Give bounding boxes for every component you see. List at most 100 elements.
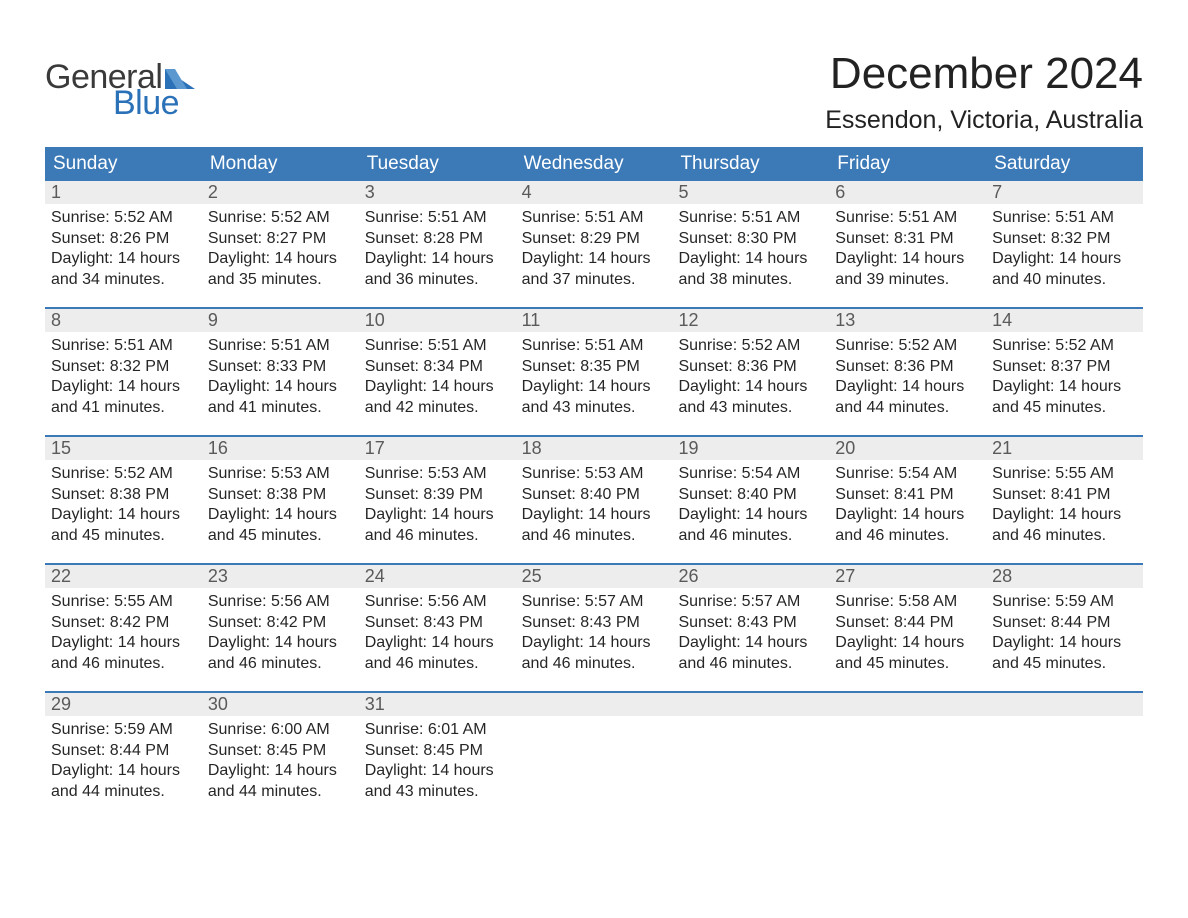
sunrise-line: Sunrise: 6:00 AM [208,720,353,740]
daylight-line-2: and 46 minutes. [992,526,1137,546]
day-body: Sunrise: 5:51 AMSunset: 8:28 PMDaylight:… [359,208,510,290]
daylight-line-2: and 45 minutes. [992,398,1137,418]
day-number: 17 [359,437,516,460]
daylight-line-1: Daylight: 14 hours [208,249,353,269]
daylight-line-2: and 39 minutes. [835,270,980,290]
daylight-line-1: Daylight: 14 hours [365,249,510,269]
day-number: 22 [45,565,202,588]
day-cell: 27Sunrise: 5:58 AMSunset: 8:44 PMDayligh… [829,565,986,691]
sunset-line: Sunset: 8:38 PM [51,485,196,505]
sunset-line: Sunset: 8:42 PM [208,613,353,633]
daylight-line-2: and 36 minutes. [365,270,510,290]
sunset-line: Sunset: 8:42 PM [51,613,196,633]
day-number: 24 [359,565,516,588]
day-cell: 14Sunrise: 5:52 AMSunset: 8:37 PMDayligh… [986,309,1143,435]
sunset-line: Sunset: 8:32 PM [992,229,1137,249]
daylight-line-1: Daylight: 14 hours [678,505,823,525]
daylight-line-2: and 44 minutes. [51,782,196,802]
sunrise-line: Sunrise: 5:56 AM [208,592,353,612]
sunset-line: Sunset: 8:29 PM [522,229,667,249]
day-of-week-cell: Friday [829,147,986,181]
daylight-line-2: and 44 minutes. [208,782,353,802]
day-cell: . [672,693,829,819]
sunrise-line: Sunrise: 5:53 AM [365,464,510,484]
day-cell: . [516,693,673,819]
day-cell: 10Sunrise: 5:51 AMSunset: 8:34 PMDayligh… [359,309,516,435]
day-number: 11 [516,309,673,332]
sunrise-line: Sunrise: 5:56 AM [365,592,510,612]
daylight-line-2: and 43 minutes. [678,398,823,418]
daylight-line-1: Daylight: 14 hours [835,377,980,397]
daylight-line-2: and 46 minutes. [835,526,980,546]
day-cell: 22Sunrise: 5:55 AMSunset: 8:42 PMDayligh… [45,565,202,691]
daylight-line-1: Daylight: 14 hours [992,505,1137,525]
day-body: Sunrise: 5:59 AMSunset: 8:44 PMDaylight:… [45,720,196,802]
daylight-line-2: and 41 minutes. [208,398,353,418]
sunrise-line: Sunrise: 5:51 AM [522,336,667,356]
day-cell: 29Sunrise: 5:59 AMSunset: 8:44 PMDayligh… [45,693,202,819]
day-number: 6 [829,181,986,204]
sunset-line: Sunset: 8:32 PM [51,357,196,377]
day-cell: 30Sunrise: 6:00 AMSunset: 8:45 PMDayligh… [202,693,359,819]
sunset-line: Sunset: 8:33 PM [208,357,353,377]
month-title: December 2024 [825,50,1143,98]
sunrise-line: Sunrise: 5:52 AM [992,336,1137,356]
sunrise-line: Sunrise: 5:53 AM [208,464,353,484]
sunrise-line: Sunrise: 6:01 AM [365,720,510,740]
sunset-line: Sunset: 8:38 PM [208,485,353,505]
day-cell: . [986,693,1143,819]
daylight-line-2: and 46 minutes. [678,526,823,546]
day-body: Sunrise: 5:57 AMSunset: 8:43 PMDaylight:… [516,592,667,674]
sunrise-line: Sunrise: 5:51 AM [365,208,510,228]
day-cell: 11Sunrise: 5:51 AMSunset: 8:35 PMDayligh… [516,309,673,435]
sunrise-line: Sunrise: 5:57 AM [522,592,667,612]
day-number: 7 [986,181,1143,204]
sunset-line: Sunset: 8:36 PM [835,357,980,377]
day-number: 4 [516,181,673,204]
daylight-line-1: Daylight: 14 hours [835,249,980,269]
day-cell: 17 Sunrise: 5:53 AMSunset: 8:39 PMDayligh… [359,437,516,563]
day-number: 25 [516,565,673,588]
day-body: Sunrise: 5:54 AMSunset: 8:41 PMDaylight:… [829,464,980,546]
daylight-line-1: Daylight: 14 hours [522,377,667,397]
sunset-line: Sunset: 8:45 PM [208,741,353,761]
day-number: 3 [359,181,516,204]
day-cell: 24Sunrise: 5:56 AMSunset: 8:43 PMDayligh… [359,565,516,691]
sunrise-line: Sunrise: 5:51 AM [835,208,980,228]
sunset-line: Sunset: 8:44 PM [835,613,980,633]
day-body: Sunrise: 5:53 AMSunset: 8:38 PMDaylight:… [202,464,353,546]
calendar-grid: SundayMondayTuesdayWednesdayThursdayFrid… [45,147,1143,819]
sunrise-line: Sunrise: 5:53 AM [522,464,667,484]
week-row: 8Sunrise: 5:51 AMSunset: 8:32 PMDaylight… [45,307,1143,435]
sunrise-line: Sunrise: 5:52 AM [678,336,823,356]
sunrise-line: Sunrise: 5:51 AM [678,208,823,228]
day-cell: . [829,693,986,819]
daylight-line-1: Daylight: 14 hours [208,377,353,397]
daylight-line-2: and 34 minutes. [51,270,196,290]
daylight-line-2: and 45 minutes. [835,654,980,674]
sunset-line: Sunset: 8:43 PM [678,613,823,633]
sunrise-line: Sunrise: 5:51 AM [522,208,667,228]
daylight-line-2: and 44 minutes. [835,398,980,418]
sunset-line: Sunset: 8:41 PM [835,485,980,505]
day-body: Sunrise: 5:54 AMSunset: 8:40 PMDaylight:… [672,464,823,546]
day-number: 5 [672,181,829,204]
day-cell: 19 Sunrise: 5:54 AMSunset: 8:40 PMDayligh… [672,437,829,563]
daylight-line-1: Daylight: 14 hours [835,505,980,525]
daylight-line-2: and 43 minutes. [365,782,510,802]
title-block: December 2024 Essendon, Victoria, Austra… [825,50,1143,135]
daylight-line-2: and 46 minutes. [522,526,667,546]
day-cell: 9Sunrise: 5:51 AMSunset: 8:33 PMDaylight… [202,309,359,435]
daylight-line-2: and 46 minutes. [365,526,510,546]
day-number: 13 [829,309,986,332]
daylight-line-2: and 38 minutes. [678,270,823,290]
daylight-line-1: Daylight: 14 hours [365,377,510,397]
sunrise-line: Sunrise: 5:54 AM [678,464,823,484]
day-body: Sunrise: 5:53 AMSunset: 8:40 PMDaylight:… [516,464,667,546]
day-cell: 6Sunrise: 5:51 AMSunset: 8:31 PMDaylight… [829,181,986,307]
daylight-line-1: Daylight: 14 hours [992,633,1137,653]
day-number: 27 [829,565,986,588]
day-cell: 8Sunrise: 5:51 AMSunset: 8:32 PMDaylight… [45,309,202,435]
day-number: 19 [672,437,829,460]
day-body: Sunrise: 5:53 AMSunset: 8:39 PMDaylight:… [359,464,510,546]
